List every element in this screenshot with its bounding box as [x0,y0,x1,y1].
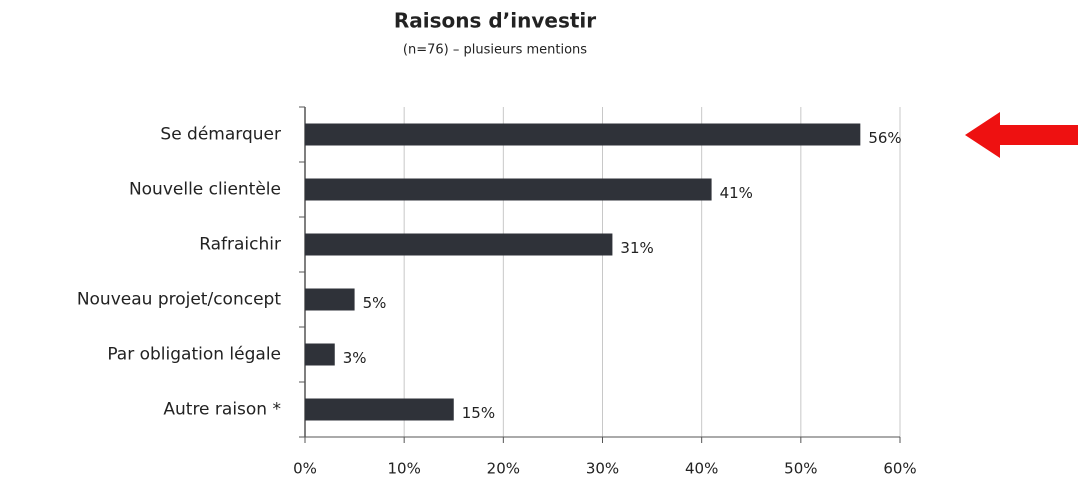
value-label: 31% [620,239,653,257]
value-label: 3% [343,349,367,367]
y-tick-label: Nouvelle clientèle [129,180,281,200]
value-label: 5% [363,294,387,312]
bar [305,398,454,421]
x-tick-label: 40% [685,460,718,478]
x-tick-label: 20% [487,460,520,478]
chart-title: Raisons d’investir [394,9,596,33]
y-tick-label: Nouveau projet/concept [77,290,282,310]
y-tick-label: Rafraichir [199,235,281,255]
value-label: 15% [462,404,495,422]
x-tick-label: 30% [586,460,619,478]
highlight-arrow [965,112,1078,158]
bar [305,343,335,366]
bar [305,288,355,311]
bar [305,123,861,146]
y-tick-label: Par obligation légale [107,345,281,365]
x-tick-label: 60% [883,460,916,478]
y-tick-label: Se démarquer [160,125,281,145]
bar [305,178,712,201]
bar [305,233,613,256]
y-tick-label: Autre raison * [163,400,281,420]
x-tick-label: 50% [784,460,817,478]
x-tick-label: 0% [293,460,317,478]
x-tick-label: 10% [387,460,420,478]
value-label: 41% [720,184,753,202]
value-label: 56% [868,129,901,147]
chart-subtitle: (n=76) – plusieurs mentions [403,43,587,58]
